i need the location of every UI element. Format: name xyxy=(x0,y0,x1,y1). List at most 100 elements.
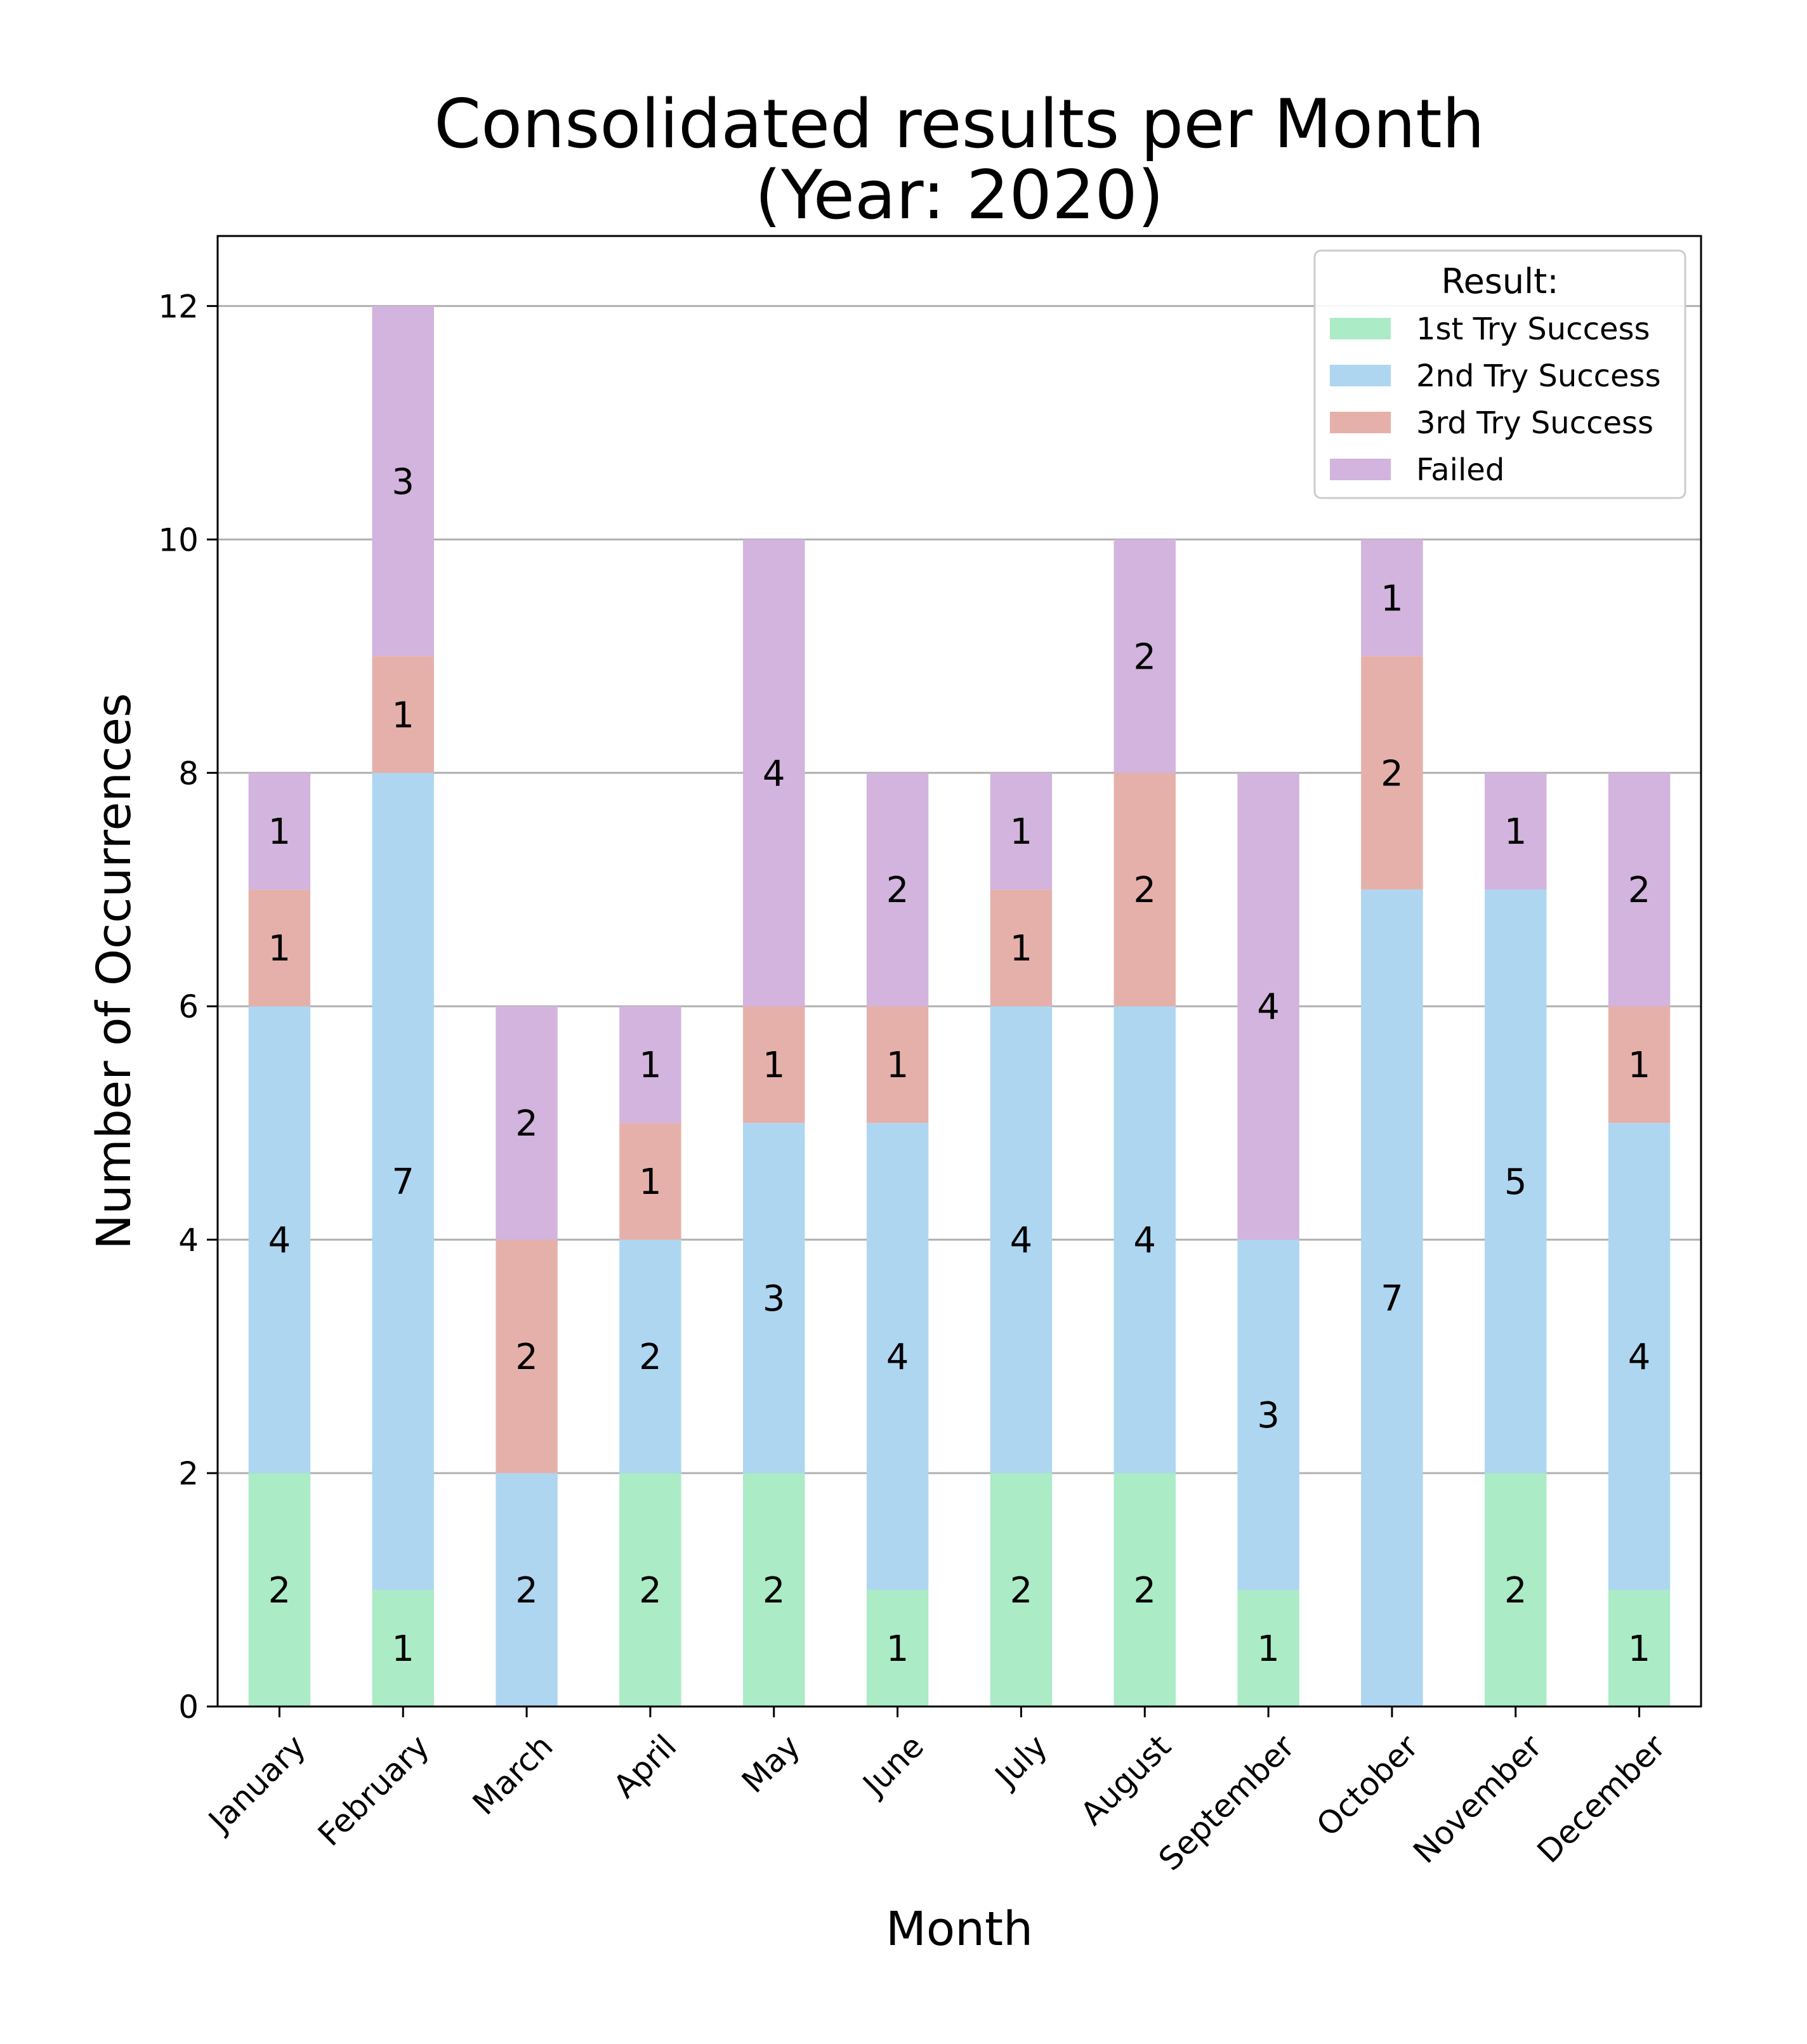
bar-label-january-1st-try-success: 2 xyxy=(268,1570,291,1611)
bar-may-failed xyxy=(743,539,805,1007)
bar-july-2nd-try-success xyxy=(990,1006,1053,1474)
y-tick-label-8: 8 xyxy=(178,755,199,792)
bar-label-february-2nd-try-success: 7 xyxy=(391,1162,414,1203)
bar-label-november-2nd-try-success: 5 xyxy=(1504,1162,1527,1203)
bar-april-1st-try-success xyxy=(619,1473,681,1707)
bar-label-january-2nd-try-success: 4 xyxy=(268,1220,291,1261)
bar-label-march-2nd-try-success: 2 xyxy=(515,1570,538,1611)
bar-august-failed xyxy=(1114,539,1176,773)
bar-label-february-failed: 3 xyxy=(391,461,414,502)
bar-label-october-2nd-try-success: 7 xyxy=(1381,1278,1403,1320)
bar-label-may-3rd-try-success: 1 xyxy=(763,1045,785,1086)
bar-label-september-2nd-try-success: 3 xyxy=(1257,1395,1280,1436)
bar-label-august-3rd-try-success: 2 xyxy=(1133,870,1156,911)
bar-label-december-3rd-try-success: 1 xyxy=(1628,1045,1651,1086)
bar-october-3rd-try-success xyxy=(1361,656,1423,890)
bar-label-august-1st-try-success: 2 xyxy=(1133,1570,1156,1611)
bar-label-may-2nd-try-success: 3 xyxy=(763,1278,785,1320)
y-axis-title: Number of Occurrences xyxy=(87,693,141,1249)
bar-december-2nd-try-success xyxy=(1608,1123,1671,1590)
bar-label-october-failed: 1 xyxy=(1381,578,1403,619)
bar-label-january-failed: 1 xyxy=(268,811,291,853)
bar-march-2nd-try-success xyxy=(496,1473,558,1707)
bar-april-3rd-try-success xyxy=(619,1123,681,1240)
bar-label-june-failed: 2 xyxy=(886,870,909,911)
legend-swatch-1st-try-success xyxy=(1330,318,1391,339)
bar-november-failed xyxy=(1485,773,1547,890)
y-tick-label-10: 10 xyxy=(158,521,199,558)
bar-july-failed xyxy=(990,773,1053,890)
legend-entries: 1st Try Success 2nd Try Success 3rd Try Su… xyxy=(1330,311,1661,488)
bar-october-failed xyxy=(1361,539,1423,657)
bar-label-july-1st-try-success: 2 xyxy=(1010,1570,1033,1611)
bar-label-december-failed: 2 xyxy=(1628,870,1651,911)
legend-swatch-failed xyxy=(1330,459,1391,480)
bar-august-2nd-try-success xyxy=(1114,1006,1176,1474)
y-tick-label-6: 6 xyxy=(178,988,199,1025)
bar-label-january-3rd-try-success: 1 xyxy=(268,928,291,969)
bar-label-october-3rd-try-success: 2 xyxy=(1381,753,1403,794)
bar-label-july-failed: 1 xyxy=(1010,811,1033,853)
bar-label-september-failed: 4 xyxy=(1257,986,1280,1028)
legend-label-2nd-try-success: 2nd Try Success xyxy=(1416,358,1661,394)
chart-title-line-1: Consolidated results per Month xyxy=(434,85,1485,163)
bar-may-3rd-try-success xyxy=(743,1006,805,1124)
bars xyxy=(248,306,1671,1707)
bar-may-2nd-try-success xyxy=(743,1123,805,1474)
bar-label-september-1st-try-success: 1 xyxy=(1257,1628,1280,1670)
legend-label-3rd-try-success: 3rd Try Success xyxy=(1416,405,1653,441)
bar-february-failed xyxy=(372,306,434,657)
bar-label-august-failed: 2 xyxy=(1133,636,1156,678)
bar-label-march-3rd-try-success: 2 xyxy=(515,1337,538,1378)
bar-label-may-failed: 4 xyxy=(763,753,785,794)
bar-april-2nd-try-success xyxy=(619,1240,681,1474)
bar-september-1st-try-success xyxy=(1237,1590,1299,1707)
bar-january-failed xyxy=(248,773,311,890)
bar-label-june-3rd-try-success: 1 xyxy=(886,1045,909,1086)
bar-april-failed xyxy=(619,1006,681,1124)
bar-august-1st-try-success xyxy=(1114,1473,1176,1707)
bar-december-3rd-try-success xyxy=(1608,1006,1671,1124)
bar-january-3rd-try-success xyxy=(248,889,311,1007)
bar-label-august-2nd-try-success: 4 xyxy=(1133,1220,1156,1261)
legend-label-failed: Failed xyxy=(1416,452,1504,488)
y-tick-label-0: 0 xyxy=(178,1689,199,1726)
bar-december-failed xyxy=(1608,773,1671,1007)
x-axis-title: Month xyxy=(886,1902,1033,1956)
bar-december-1st-try-success xyxy=(1608,1590,1671,1707)
bar-label-april-failed: 1 xyxy=(639,1045,662,1086)
bar-january-1st-try-success xyxy=(248,1473,311,1707)
bar-label-july-3rd-try-success: 1 xyxy=(1010,928,1033,969)
legend: Result: 1st Try Success 2nd Try Success 3r… xyxy=(1313,249,1686,499)
y-tick-label-2: 2 xyxy=(178,1455,199,1492)
legend-frame xyxy=(1313,249,1686,499)
bar-march-3rd-try-success xyxy=(496,1240,558,1474)
bar-label-april-3rd-try-success: 1 xyxy=(639,1162,662,1203)
bar-label-november-1st-try-success: 2 xyxy=(1504,1570,1527,1611)
bar-may-1st-try-success xyxy=(743,1473,805,1707)
bar-september-2nd-try-success xyxy=(1237,1240,1299,1590)
legend-swatch-2nd-try-success xyxy=(1330,365,1391,386)
bar-label-april-1st-try-success: 2 xyxy=(639,1570,662,1611)
bar-september-failed xyxy=(1237,773,1299,1240)
bar-november-1st-try-success xyxy=(1485,1473,1547,1707)
bar-february-2nd-try-success xyxy=(372,773,434,1590)
bar-july-3rd-try-success xyxy=(990,889,1053,1007)
bar-label-december-2nd-try-success: 4 xyxy=(1628,1337,1651,1378)
bar-label-february-3rd-try-success: 1 xyxy=(391,695,414,736)
bar-label-april-2nd-try-success: 2 xyxy=(639,1337,662,1378)
bar-label-may-1st-try-success: 2 xyxy=(763,1570,785,1611)
y-tick-label-12: 12 xyxy=(158,288,199,325)
bar-june-2nd-try-success xyxy=(866,1123,929,1590)
bar-june-failed xyxy=(866,773,929,1007)
bar-label-july-2nd-try-success: 4 xyxy=(1010,1220,1033,1261)
y-axis-ticks: 0 2 4 6 8 10 12 xyxy=(158,288,218,1726)
legend-title: Result: xyxy=(1441,261,1558,301)
legend-label-1st-try-success: 1st Try Success xyxy=(1416,311,1650,347)
bar-value-labels: 2411171322222112314141224112422134721251… xyxy=(268,461,1651,1670)
bar-label-november-failed: 1 xyxy=(1504,811,1527,853)
bar-june-1st-try-success xyxy=(866,1590,929,1707)
bar-label-december-1st-try-success: 1 xyxy=(1628,1628,1651,1670)
